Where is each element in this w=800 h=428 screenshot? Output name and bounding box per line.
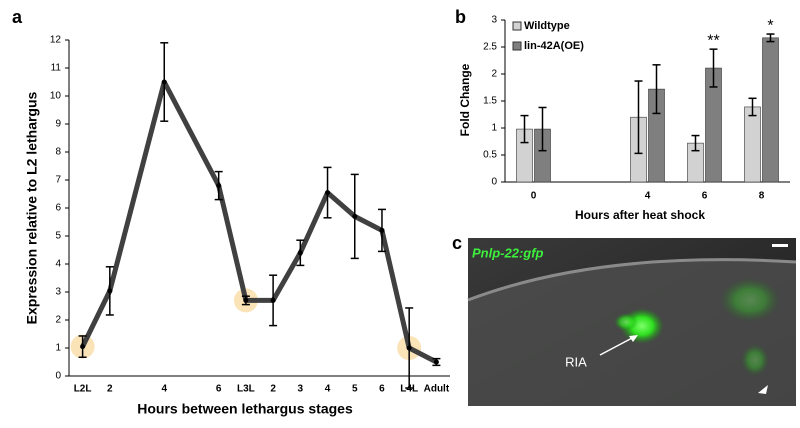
y-tick-label: 0.5 bbox=[483, 150, 497, 161]
scale-bar bbox=[772, 244, 788, 247]
significance-label: * bbox=[767, 17, 773, 34]
x-tick-label: 8 bbox=[759, 191, 765, 202]
x-tick-label: L2L bbox=[74, 384, 92, 395]
y-axis-label: Expression relative to L2 lethargus bbox=[24, 91, 40, 324]
data-point bbox=[433, 359, 439, 365]
arrow bbox=[599, 336, 635, 356]
x-tick-label: 0 bbox=[531, 191, 537, 202]
y-tick-label: 7 bbox=[55, 175, 61, 186]
image-title: Pnlp-22:gfp bbox=[472, 245, 544, 260]
y-tick-label: 2 bbox=[491, 69, 497, 80]
y-tick-label: 0 bbox=[491, 177, 497, 188]
data-point bbox=[379, 227, 385, 233]
image-panel: Pnlp-22:gfp RIA c bbox=[452, 233, 797, 406]
bar bbox=[744, 106, 761, 183]
arrow-head bbox=[629, 335, 638, 342]
gfp-signal bbox=[741, 344, 769, 376]
x-tick-label: 6 bbox=[379, 384, 385, 395]
gfp-signal bbox=[720, 278, 780, 322]
y-tick-label: 11 bbox=[51, 63, 62, 74]
x-tick-label: 4 bbox=[325, 384, 331, 395]
significance-label: ** bbox=[707, 32, 719, 49]
x-axis-label: Hours after heat shock bbox=[575, 208, 705, 222]
x-tick-label: 6 bbox=[702, 191, 708, 202]
data-point bbox=[325, 190, 331, 196]
legend-label: Wildtype bbox=[524, 20, 570, 32]
x-tick-label: L4L bbox=[400, 384, 418, 395]
y-tick-label: 9 bbox=[55, 119, 61, 130]
x-tick-label: 2 bbox=[107, 384, 113, 395]
x-tick-label: 3 bbox=[298, 384, 304, 395]
y-tick-label: 1 bbox=[491, 123, 497, 134]
y-tick-label: 5 bbox=[55, 231, 61, 242]
bar bbox=[762, 37, 779, 183]
y-tick-label: 8 bbox=[55, 147, 61, 158]
worm-edge bbox=[467, 258, 797, 302]
panel-label: b bbox=[455, 7, 466, 27]
legend-swatch bbox=[512, 41, 522, 51]
data-point bbox=[297, 250, 303, 256]
data-point bbox=[216, 183, 222, 189]
panel-label: c bbox=[452, 233, 462, 253]
x-tick-label: Adult bbox=[424, 384, 450, 395]
data-point bbox=[270, 297, 276, 303]
legend-swatch bbox=[512, 21, 522, 31]
x-tick-label: 6 bbox=[216, 384, 222, 395]
y-tick-label: 4 bbox=[55, 259, 61, 270]
x-tick-label: 2 bbox=[270, 384, 276, 395]
y-tick-label: 0 bbox=[55, 371, 61, 382]
cell-label: RIA bbox=[565, 354, 587, 369]
x-tick-label: 4 bbox=[161, 384, 167, 395]
y-tick-label: 12 bbox=[50, 35, 62, 46]
x-tick-label: 4 bbox=[645, 191, 651, 202]
data-point bbox=[406, 345, 412, 351]
y-tick-label: 2 bbox=[55, 315, 61, 326]
x-tick-label: L3L bbox=[237, 384, 255, 395]
y-tick-label: 3 bbox=[55, 287, 61, 298]
y-tick-label: 1 bbox=[55, 343, 61, 354]
data-line bbox=[80, 79, 438, 365]
y-axis-label: Fold Change bbox=[458, 63, 472, 136]
y-tick-label: 2.5 bbox=[483, 42, 497, 53]
y-tick-label: 3 bbox=[491, 15, 497, 26]
data-point bbox=[161, 79, 167, 85]
panel-label: a bbox=[12, 7, 23, 27]
data-point bbox=[243, 297, 249, 303]
y-tick-label: 1.5 bbox=[483, 96, 497, 107]
data-point bbox=[107, 288, 113, 294]
y-tick-label: 6 bbox=[55, 203, 61, 214]
data-point bbox=[352, 213, 358, 219]
x-axis-label: Hours between lethargus stages bbox=[137, 401, 353, 417]
arrowhead-marker bbox=[758, 385, 768, 394]
y-tick-label: 10 bbox=[50, 91, 62, 102]
data-point bbox=[80, 344, 86, 350]
gfp-signal bbox=[614, 313, 638, 331]
legend-label: lin-42A(OE) bbox=[524, 40, 584, 52]
x-tick-label: 5 bbox=[352, 384, 358, 395]
